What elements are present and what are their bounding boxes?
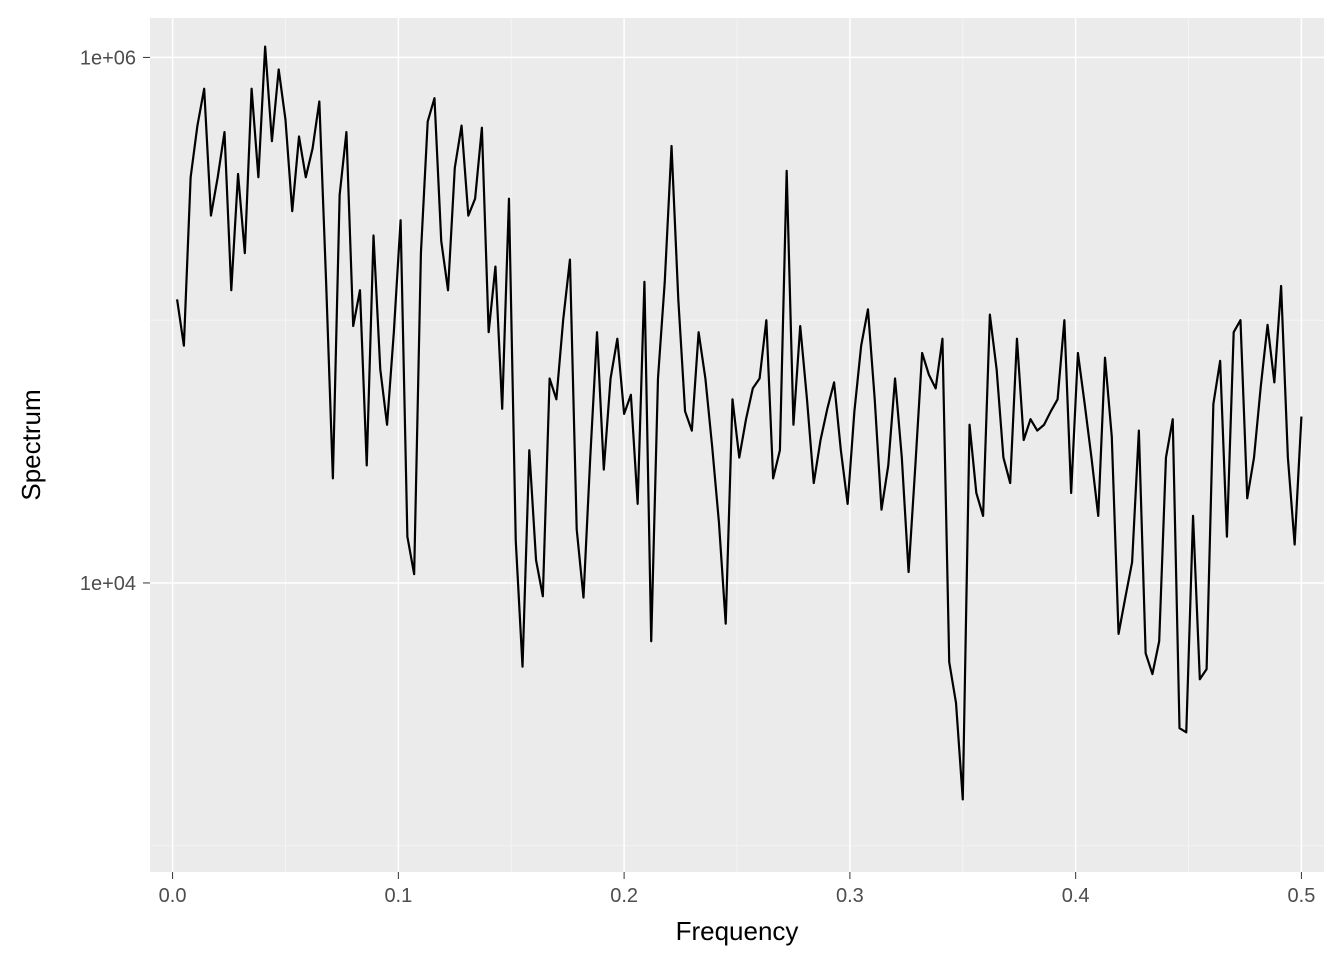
chart-svg: 0.0 0.1 0.2 0.3 0.4 0.5 1e+04 1e+06 Frequency Spe… xyxy=(0,0,1344,960)
spectrum-chart: 0.0 0.1 0.2 0.3 0.4 0.5 1e+04 1e+06 Frequency Spe… xyxy=(0,0,1344,960)
x-tick-label: 0.2 xyxy=(610,885,638,907)
x-axis-title: Frequency xyxy=(676,916,799,946)
x-tick-label: 0.3 xyxy=(836,885,864,907)
y-tick-label: 1e+04 xyxy=(80,573,136,595)
x-tick-label: 0.0 xyxy=(159,885,187,907)
x-tick-label: 0.4 xyxy=(1062,885,1090,907)
y-axis-title: Spectrum xyxy=(16,389,46,500)
x-tick-label: 0.1 xyxy=(384,885,412,907)
x-tick-label: 0.5 xyxy=(1288,885,1316,907)
y-tick-label: 1e+06 xyxy=(80,47,136,69)
